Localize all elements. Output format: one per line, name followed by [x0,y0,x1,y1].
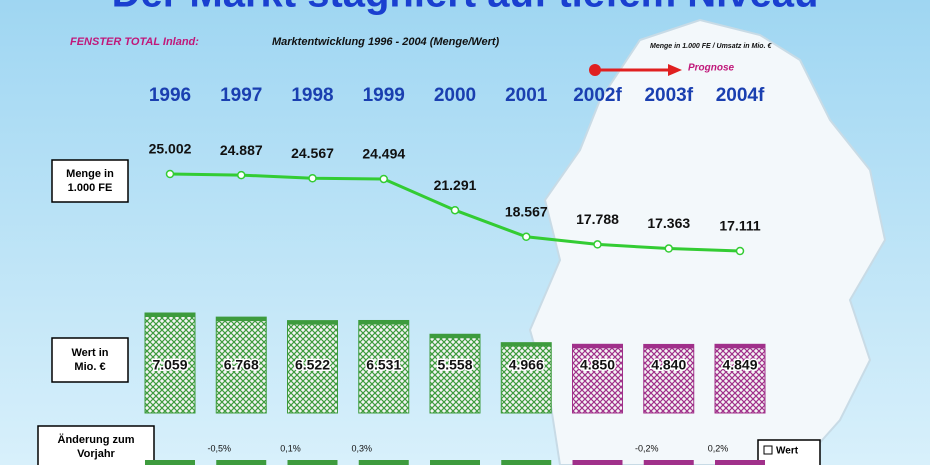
bar-stub [643,460,694,465]
bar-stub [715,460,765,465]
change-label: -0,2% [635,443,659,453]
bar [358,319,410,414]
bar-stub [145,460,195,465]
bar [429,333,481,414]
box-label: Menge in 1.000 FE [66,168,114,194]
box-label: Wert in Mio. € [71,347,108,373]
data-label: 4.840 [651,357,686,373]
subtitle: Marktentwicklung 1996 - 2004 (Menge/Wert… [272,36,500,48]
change-label: 0,3% [351,443,372,453]
legend-label: Wert [776,446,799,457]
data-label: 4.850 [580,357,615,373]
data-label: 6.768 [224,357,259,373]
forecast-label: Prognose [688,63,735,74]
line-point [165,169,175,179]
bar-stub [287,460,338,465]
bar [287,320,338,414]
x-tick-label: 2003f [644,85,693,106]
box-label: Änderung zum Vorjahr [58,433,135,460]
data-label: 24.494 [362,146,405,162]
bar-stub [358,460,409,465]
line-point [237,170,246,180]
bar-top [572,344,623,349]
data-label: 6.522 [295,357,330,373]
bar-top [643,344,694,349]
bar-top [715,344,765,349]
label-box [51,159,129,203]
data-label: 24.567 [291,145,334,161]
data-label: 17.111 [719,218,760,234]
bar [500,342,552,414]
bar-top [287,320,338,325]
bar-stub [572,460,623,465]
bar [643,343,695,414]
bar [215,316,267,414]
legend-swatch [763,445,773,455]
x-tick-label: 1996 [149,85,191,106]
bar-top [216,317,267,322]
x-tick-label: 1999 [363,85,405,106]
bar-stub [216,460,267,465]
x-tick-label: 2000 [434,85,476,106]
bar-top [430,334,480,339]
line-point [308,173,317,183]
data-label: 4.966 [509,357,544,373]
line-point [735,246,745,256]
title: Der Markt stagniert auf tiefem Niveau [112,0,819,16]
forecast-arrow-head [668,64,682,76]
label-box [37,425,155,465]
data-label: 18.567 [505,203,548,219]
line-point [593,240,602,249]
brand: FENSTER TOTAL Inland: [70,36,199,48]
bar-top [358,320,409,325]
bar-top [501,342,552,347]
change-label: 0,2% [708,443,729,453]
x-tick-label: 1997 [220,85,262,106]
x-tick-label: 2002f [573,85,622,106]
data-label: 21.291 [434,177,477,193]
units-note: Menge in 1.000 FE / Umsatz in Mio. € [650,43,772,50]
data-label: 17.788 [576,211,619,227]
x-tick-label: 2001 [505,85,548,106]
bar [714,343,766,414]
bar-stub [430,460,480,465]
data-label: 6.531 [366,357,401,373]
bar-stub [501,460,552,465]
line-point [450,205,460,215]
x-tick-label: 1998 [291,85,333,106]
change-label: -0,5% [207,443,231,453]
data-label: 25.002 [149,141,192,157]
bar-top [145,313,195,317]
bar [572,343,623,414]
bar [144,312,196,414]
line-point [664,244,673,253]
data-label: 5.558 [437,357,472,373]
label-box [51,337,129,383]
change-label: 0,1% [280,443,301,453]
data-label: 17.363 [647,215,690,231]
line-point [379,174,388,184]
line-point [522,232,531,242]
data-label: 7.059 [152,357,187,373]
data-label: 4.849 [722,357,757,373]
forecast-dot [589,64,601,76]
data-label: 24.887 [220,142,263,158]
x-tick-label: 2004f [716,85,765,106]
